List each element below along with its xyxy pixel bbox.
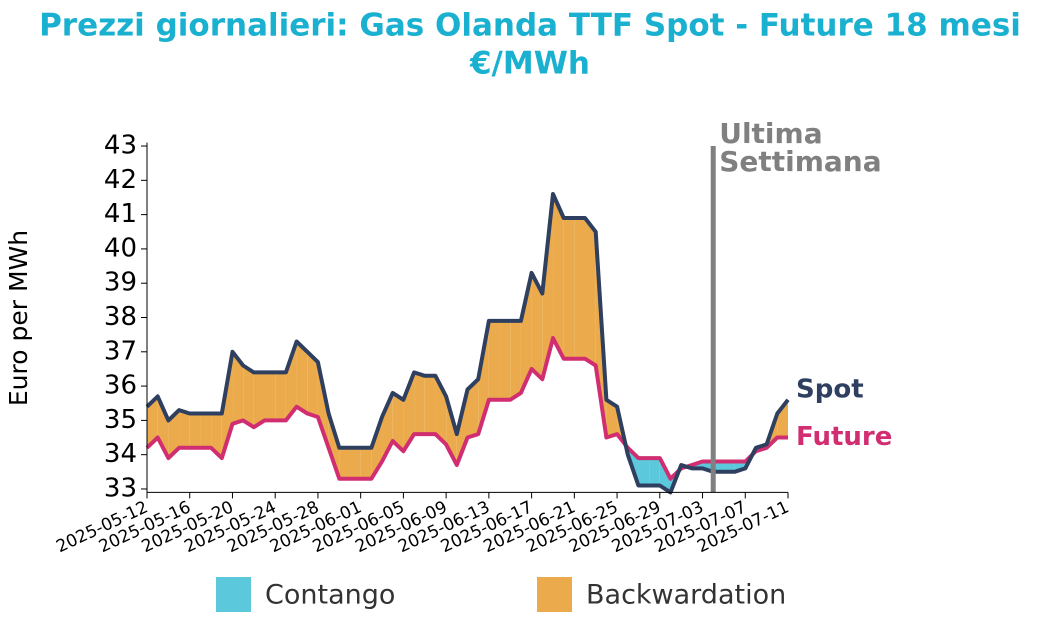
series-line [145, 192, 790, 495]
spread-fill [713, 461, 724, 472]
chart-title: €/MWh [469, 46, 590, 82]
spread-fill [403, 372, 415, 452]
spread-fill [552, 194, 564, 359]
y-tick-label: 40 [104, 233, 137, 263]
spread-fill [488, 320, 500, 400]
spread-fill [253, 372, 265, 428]
y-tick-label: 43 [104, 131, 137, 161]
y-axis-label: Euro per MWh [4, 230, 33, 406]
spread-fill [189, 413, 201, 448]
annotation-text: Ultima [719, 117, 822, 150]
spread-fill [179, 410, 190, 448]
spread-fill [168, 410, 180, 459]
spread-fill [510, 320, 521, 400]
legend-swatch [537, 577, 572, 612]
series-label: Future [796, 422, 892, 452]
spread-fill [520, 272, 532, 393]
spread-fill [638, 458, 650, 486]
spread-fill [467, 379, 479, 438]
spread-fill [200, 413, 212, 448]
spread-fill [264, 372, 276, 421]
series-label: Spot [796, 374, 864, 404]
legend-label: Backwardation [586, 580, 786, 611]
spread-fill [296, 341, 308, 414]
spread-fill [649, 458, 660, 486]
y-tick-label: 39 [104, 268, 137, 298]
y-tick-label: 38 [104, 302, 137, 332]
spread-fill [307, 351, 318, 417]
annotation-text: Settimana [719, 145, 881, 178]
legend-swatch [216, 577, 251, 612]
spread-fill [563, 218, 575, 359]
spread-fill [339, 447, 350, 479]
spread-fill [585, 218, 596, 366]
spread-fill [349, 447, 361, 479]
spread-fill [328, 413, 340, 479]
spread-fill [606, 399, 618, 438]
spread-fill [777, 399, 788, 438]
y-tick-label: 36 [104, 371, 137, 401]
spread-fill [414, 372, 425, 435]
y-tick-label: 34 [104, 439, 137, 469]
chart-title: Prezzi giornalieri: Gas Olanda TTF Spot … [39, 8, 1021, 44]
spread-fill [285, 341, 297, 421]
legend-label: Contango [265, 580, 395, 611]
y-tick-label: 33 [104, 473, 137, 503]
spread-fill [360, 447, 372, 479]
y-tick-label: 41 [104, 199, 137, 229]
y-tick-label: 35 [104, 405, 137, 435]
spread-fill [574, 218, 586, 359]
spread-fill [542, 194, 553, 380]
spread-fill [531, 272, 543, 380]
spread-fill [499, 320, 511, 400]
spread-fill [243, 365, 254, 428]
spread-fill [211, 413, 222, 459]
y-tick-label: 42 [104, 165, 137, 195]
spread-fill [147, 396, 158, 448]
spread-fill [723, 461, 735, 472]
spread-fill [275, 372, 286, 421]
spread-fill [392, 392, 404, 452]
y-tick-label: 37 [104, 336, 137, 366]
spread-fill [232, 351, 244, 424]
spread-fill [424, 375, 436, 435]
